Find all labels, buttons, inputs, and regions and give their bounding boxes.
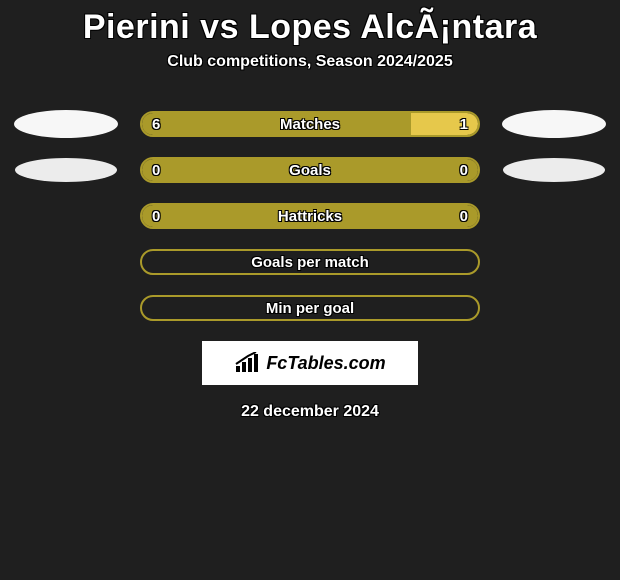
stat-row: 0 0 Hattricks — [0, 203, 620, 229]
page-title: Pierini vs Lopes AlcÃ¡ntara — [0, 8, 620, 47]
stat-row: 0 0 Goals — [0, 157, 620, 183]
page-subtitle: Club competitions, Season 2024/2025 — [0, 53, 620, 71]
stat-value-right: 1 — [460, 116, 468, 133]
stat-bar: 6 1 Matches — [140, 111, 480, 137]
date-text: 22 december 2024 — [0, 403, 620, 421]
stat-bar: 0 0 Goals — [140, 157, 480, 183]
left-slot — [10, 249, 122, 275]
logo-box: FcTables.com — [202, 341, 418, 385]
bar-fill-left — [142, 113, 411, 135]
stat-value-left: 6 — [152, 116, 160, 133]
stat-row: 6 1 Matches — [0, 111, 620, 137]
player-right-ellipse — [503, 158, 605, 182]
left-slot — [10, 295, 122, 321]
chart-icon — [234, 352, 260, 374]
player-right-ellipse — [502, 110, 606, 138]
right-slot — [498, 203, 610, 229]
player-left-ellipse — [14, 110, 118, 138]
left-slot — [10, 111, 122, 137]
bars-list: 6 1 Matches 0 0 Goals 0 0 Hattricks Goals per mat… — [0, 111, 620, 321]
stat-value-left: 0 — [152, 162, 160, 179]
player-left-ellipse — [15, 158, 117, 182]
logo-text: FcTables.com — [266, 353, 385, 374]
stat-value-right: 0 — [460, 208, 468, 225]
right-slot — [498, 157, 610, 183]
left-slot — [10, 157, 122, 183]
stat-bar: Min per goal — [140, 295, 480, 321]
stat-label: Goals per match — [251, 254, 369, 271]
stat-value-left: 0 — [152, 208, 160, 225]
stat-label: Goals — [289, 162, 331, 179]
right-slot — [498, 249, 610, 275]
stat-bar: 0 0 Hattricks — [140, 203, 480, 229]
stat-label: Hattricks — [278, 208, 342, 225]
stat-row: Min per goal — [0, 295, 620, 321]
stat-label: Min per goal — [266, 300, 354, 317]
comparison-widget: Pierini vs Lopes AlcÃ¡ntara Club competi… — [0, 0, 620, 421]
left-slot — [10, 203, 122, 229]
right-slot — [498, 111, 610, 137]
stat-row: Goals per match — [0, 249, 620, 275]
stat-label: Matches — [280, 116, 340, 133]
stat-value-right: 0 — [460, 162, 468, 179]
stat-bar: Goals per match — [140, 249, 480, 275]
right-slot — [498, 295, 610, 321]
